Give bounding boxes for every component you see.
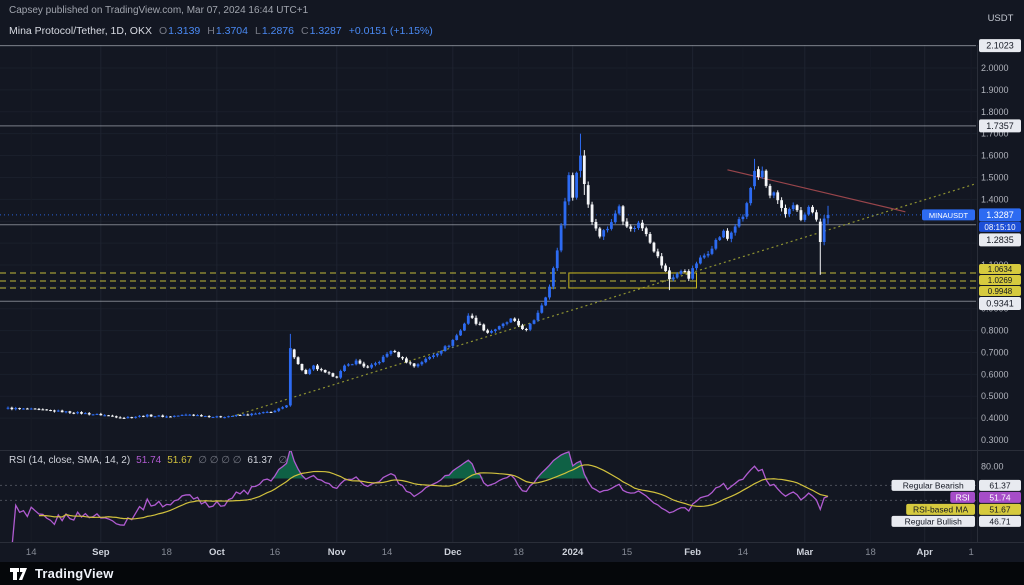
low-label: L [255, 25, 261, 37]
svg-text:0.9341: 0.9341 [986, 298, 1014, 308]
svg-text:0.8000: 0.8000 [981, 326, 1009, 336]
svg-text:14: 14 [26, 547, 37, 558]
svg-text:16: 16 [270, 547, 281, 558]
rsi-ma-value: 51.67 [167, 455, 193, 466]
svg-text:1.5000: 1.5000 [981, 172, 1009, 182]
rsi-value: 51.74 [136, 455, 162, 466]
open-value: 1.3139 [168, 25, 201, 37]
axis-currency-label[interactable]: USDT [987, 13, 1014, 24]
svg-text:Feb: Feb [684, 547, 701, 558]
rsi-bearish-value: 61.37 [247, 455, 273, 466]
svg-text:18: 18 [513, 547, 524, 558]
high-value: 1.3704 [215, 25, 248, 37]
time-axis[interactable]: 14 Sep 18 Oct 16 Nov 14 Dec 18 2024 15 Feb 14 Mar 18 Ap… [26, 547, 974, 558]
svg-text:51.67: 51.67 [989, 504, 1011, 514]
rsi-empty-values: ∅ ∅ ∅ ∅ [198, 455, 242, 466]
low-value: 1.2876 [261, 25, 294, 37]
svg-text:Apr: Apr [917, 547, 934, 558]
svg-text:15: 15 [622, 547, 633, 558]
svg-text:MINAUSDT: MINAUSDT [929, 211, 969, 220]
rsi-legend: RSI (14, close, SMA, 14, 2) 51.74 51.67 … [9, 455, 287, 466]
svg-text:1.7000: 1.7000 [981, 129, 1009, 139]
svg-text:1.6000: 1.6000 [981, 151, 1009, 161]
svg-text:80.00: 80.00 [981, 461, 1004, 471]
symbol-price-tag [922, 209, 975, 221]
high-label: H [207, 25, 215, 37]
svg-text:08:15:10: 08:15:10 [984, 223, 1016, 232]
grid-layer [0, 45, 977, 542]
svg-text:61.37: 61.37 [989, 480, 1011, 490]
svg-text:RSI-based MA: RSI-based MA [913, 504, 969, 514]
svg-text:18: 18 [161, 547, 172, 558]
svg-text:0.9948: 0.9948 [988, 287, 1013, 296]
close-value: 1.3287 [309, 25, 342, 37]
close-label: C [300, 25, 309, 37]
rsi-empty-value-2: ∅ [278, 455, 288, 466]
attribution-text: Capsey published on TradingView.com, Mar… [9, 5, 309, 16]
svg-text:Regular Bullish: Regular Bullish [905, 516, 962, 526]
svg-text:2024: 2024 [562, 547, 584, 558]
svg-text:1.0634: 1.0634 [988, 265, 1013, 274]
candles-layer[interactable] [6, 133, 830, 419]
svg-text:Oct: Oct [209, 547, 226, 558]
rsi-title[interactable]: RSI (14, close, SMA, 14, 2) [9, 455, 131, 466]
svg-text:51.74: 51.74 [989, 492, 1011, 502]
chart-canvas[interactable]: 2.0000 1.9000 1.8000 1.7000 1.6000 1.5000 1.40… [0, 0, 1024, 562]
svg-text:1.7357: 1.7357 [986, 121, 1014, 131]
price-axis[interactable]: 2.0000 1.9000 1.8000 1.7000 1.6000 1.5000 1.40… [891, 39, 1022, 527]
footer-bar: TradingView [0, 562, 1024, 585]
svg-text:Sep: Sep [92, 547, 110, 558]
change-value: +0.0151 (+1.15%) [348, 25, 433, 37]
svg-text:0.4000: 0.4000 [981, 413, 1009, 423]
svg-text:2.1023: 2.1023 [986, 41, 1014, 51]
svg-text:RSI: RSI [956, 492, 970, 502]
svg-text:Nov: Nov [328, 547, 347, 558]
symbol-title[interactable]: Mina Protocol/Tether, 1D, OKX [9, 25, 152, 37]
svg-text:0.3000: 0.3000 [981, 435, 1009, 445]
svg-text:1.2835: 1.2835 [986, 235, 1014, 245]
svg-text:1.9000: 1.9000 [981, 85, 1009, 95]
svg-text:18: 18 [865, 547, 876, 558]
svg-text:0.5000: 0.5000 [981, 391, 1009, 401]
tradingview-logo-icon [10, 567, 27, 580]
svg-text:1.4000: 1.4000 [981, 194, 1009, 204]
svg-text:1: 1 [968, 547, 973, 558]
svg-text:0.7000: 0.7000 [981, 347, 1009, 357]
open-label: O [158, 25, 168, 37]
svg-text:2.0000: 2.0000 [981, 63, 1009, 73]
svg-text:1.0269: 1.0269 [988, 276, 1013, 285]
svg-text:1.8000: 1.8000 [981, 107, 1009, 117]
svg-text:0.6000: 0.6000 [981, 369, 1009, 379]
ohlc-values: O1.3139 H1.3704 L1.2876 C1.3287 [152, 25, 342, 37]
svg-text:Regular Bearish: Regular Bearish [903, 480, 964, 490]
rsi-pane[interactable] [0, 449, 977, 549]
svg-text:46.71: 46.71 [989, 516, 1011, 526]
svg-text:Dec: Dec [444, 547, 461, 558]
symbol-info-row: Mina Protocol/Tether, 1D, OKX O1.3139 H1.… [9, 25, 433, 37]
svg-text:1.3287: 1.3287 [986, 210, 1014, 220]
svg-text:14: 14 [382, 547, 393, 558]
drawings-layer[interactable] [0, 45, 977, 417]
svg-text:14: 14 [738, 547, 749, 558]
svg-text:Mar: Mar [796, 547, 813, 558]
tradingview-brand-link[interactable]: TradingView [35, 566, 114, 581]
